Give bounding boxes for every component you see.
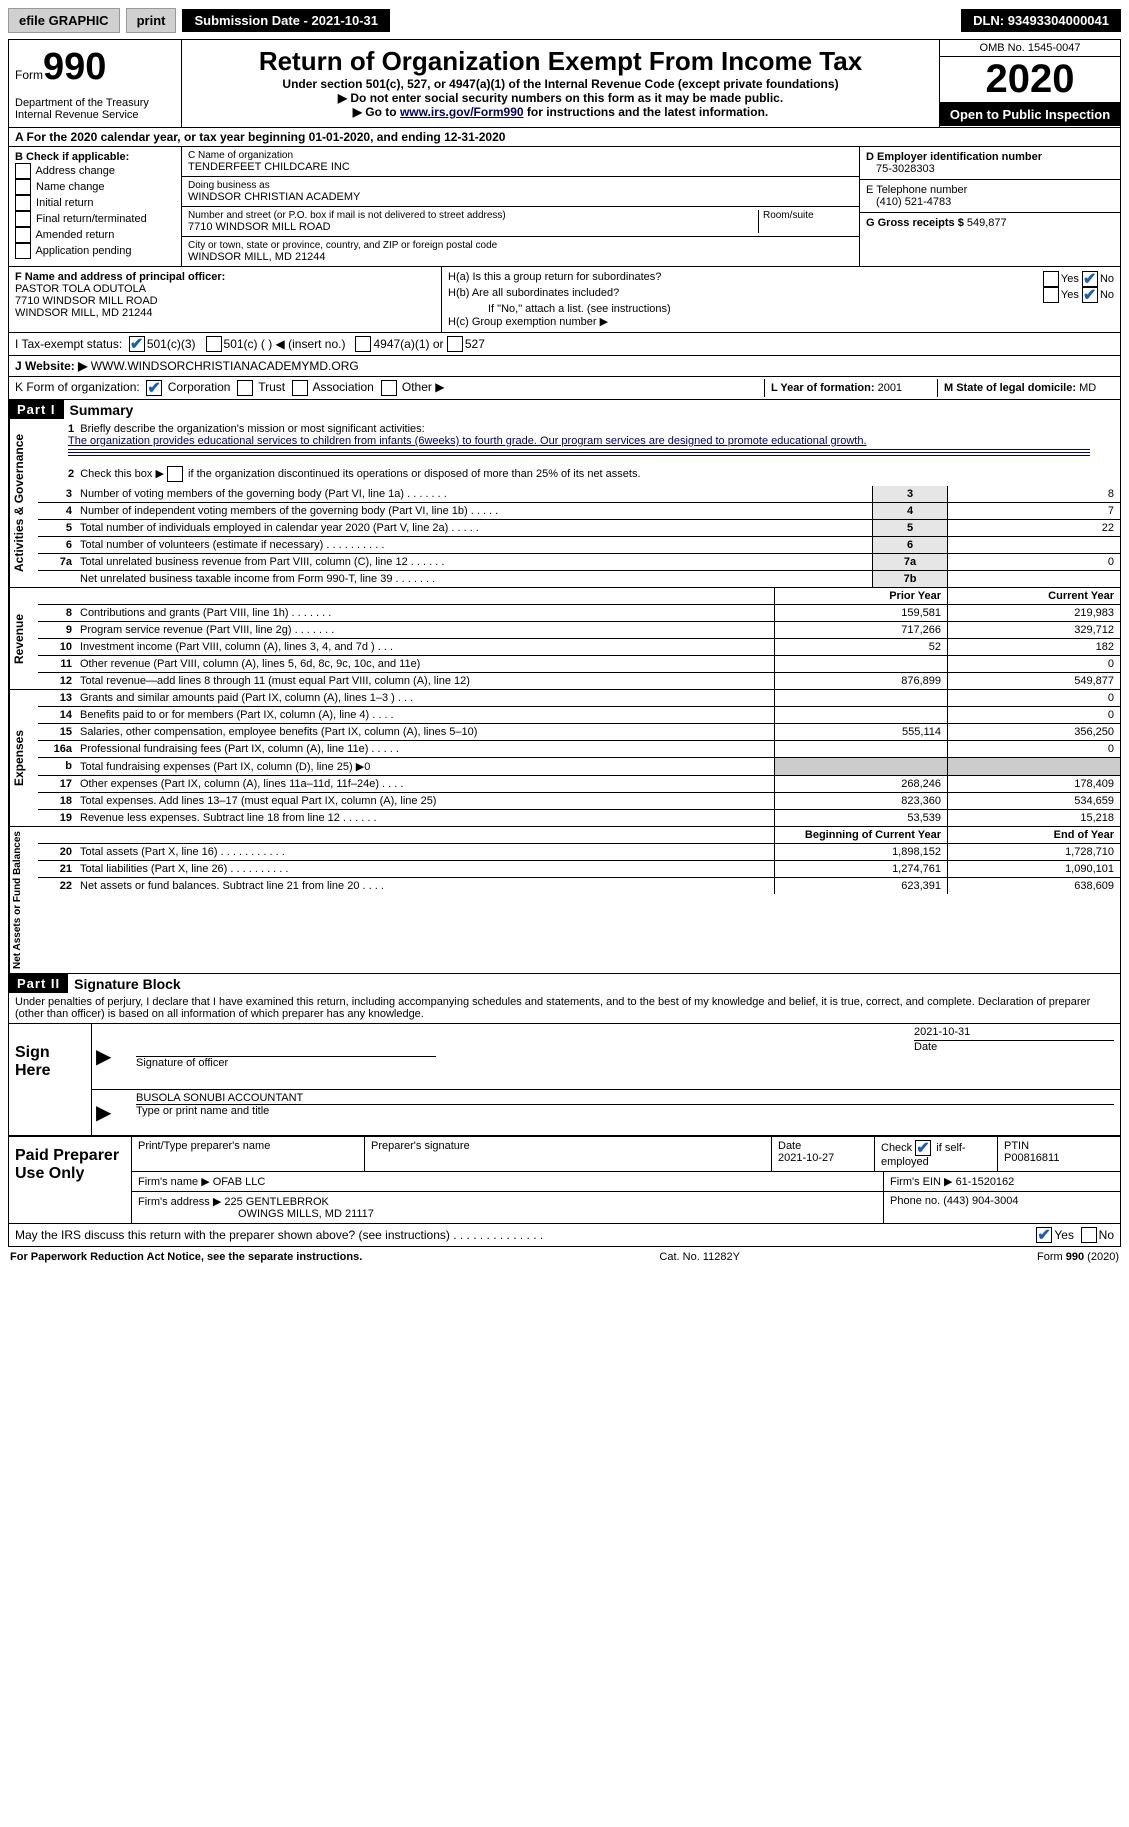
paid-preparer-label: Paid Preparer Use Only (9, 1137, 132, 1223)
checkbox-item[interactable]: Initial return (15, 195, 175, 211)
table-row: 11Other revenue (Part VIII, column (A), … (38, 656, 1120, 673)
signature-declaration: Under penalties of perjury, I declare th… (8, 993, 1121, 1024)
box-right: D Employer identification number75-30283… (859, 147, 1120, 266)
dln: DLN: 93493304000041 (961, 9, 1121, 32)
officer-box: F Name and address of principal officer:… (9, 267, 442, 332)
table-row: 3Number of voting members of the governi… (38, 486, 1120, 503)
discuss-line: May the IRS discuss this return with the… (8, 1224, 1121, 1247)
table-row: 17Other expenses (Part IX, column (A), l… (38, 776, 1120, 793)
side-governance: Activities & Governance (9, 419, 38, 587)
table-row: 13Grants and similar amounts paid (Part … (38, 690, 1120, 707)
table-row: 21Total liabilities (Part X, line 26) . … (38, 861, 1120, 878)
table-row: 14Benefits paid to or for members (Part … (38, 707, 1120, 724)
line-i: I Tax-exempt status: 501(c)(3) 501(c) ( … (8, 333, 1121, 356)
checkbox-item[interactable]: Address change (15, 163, 175, 179)
foot-right: Form 990 (2020) (1037, 1251, 1119, 1263)
print-button[interactable]: print (126, 8, 177, 33)
box-c: C Name of organizationTENDERFEET CHILDCA… (182, 147, 859, 266)
tax-year: 2020 (940, 57, 1120, 103)
line-a: A For the 2020 calendar year, or tax yea… (8, 128, 1121, 147)
table-row: 22Net assets or fund balances. Subtract … (38, 878, 1120, 894)
checkbox-item[interactable]: Final return/terminated (15, 211, 175, 227)
part1-tag: Part I (9, 400, 64, 419)
table-row: 12Total revenue—add lines 8 through 11 (… (38, 673, 1120, 689)
checkbox-item[interactable]: Name change (15, 179, 175, 195)
instructions-link[interactable]: www.irs.gov/Form990 (400, 105, 524, 119)
side-net: Net Assets or Fund Balances (9, 827, 38, 973)
table-row: Net unrelated business taxable income fr… (38, 571, 1120, 587)
table-row: 18Total expenses. Add lines 13–17 (must … (38, 793, 1120, 810)
form-header: Form990 Department of the Treasury Inter… (8, 39, 1121, 128)
foot-left: For Paperwork Reduction Act Notice, see … (10, 1251, 362, 1263)
checkbox-item[interactable]: Application pending (15, 243, 175, 259)
table-row: 5Total number of individuals employed in… (38, 520, 1120, 537)
table-row: 16aProfessional fundraising fees (Part I… (38, 741, 1120, 758)
part2-title: Signature Block (68, 976, 181, 992)
public-inspection: Open to Public Inspection (940, 103, 1120, 126)
form-number: 990 (43, 46, 106, 88)
box-b: B Check if applicable: Address change Na… (9, 147, 182, 266)
part2-tag: Part II (9, 974, 68, 993)
table-row: 19Revenue less expenses. Subtract line 1… (38, 810, 1120, 826)
table-row: 6Total number of volunteers (estimate if… (38, 537, 1120, 554)
line-2: 2 Check this box ▶ if the organization d… (38, 462, 1120, 486)
submission-date: Submission Date - 2021-10-31 (182, 9, 390, 32)
foot-mid: Cat. No. 11282Y (659, 1251, 740, 1263)
part1-title: Summary (64, 402, 134, 418)
table-row: 20Total assets (Part X, line 16) . . . .… (38, 844, 1120, 861)
side-revenue: Revenue (9, 588, 38, 689)
line-1: 1 Briefly describe the organization's mi… (38, 419, 1120, 462)
checkbox-item[interactable]: Amended return (15, 227, 175, 243)
table-row: 4Number of independent voting members of… (38, 503, 1120, 520)
h-box: H(a) Is this a group return for subordin… (442, 267, 1120, 332)
line-k-lm: K Form of organization: Corporation Trus… (8, 377, 1121, 400)
table-row: bTotal fundraising expenses (Part IX, co… (38, 758, 1120, 776)
side-expenses: Expenses (9, 690, 38, 826)
form-title: Return of Organization Exempt From Incom… (192, 46, 929, 77)
line-j: J Website: ▶ WWW.WINDSORCHRISTIANACADEMY… (8, 356, 1121, 377)
table-row: 15Salaries, other compensation, employee… (38, 724, 1120, 741)
table-row: 8Contributions and grants (Part VIII, li… (38, 605, 1120, 622)
table-row: 10Investment income (Part VIII, column (… (38, 639, 1120, 656)
top-bar: efile GRAPHIC print Submission Date - 20… (8, 8, 1121, 33)
efile-label: efile GRAPHIC (8, 8, 120, 33)
dept-label: Department of the Treasury Internal Reve… (15, 97, 175, 121)
sign-here-label: Sign Here (9, 1024, 92, 1135)
table-row: 9Program service revenue (Part VIII, lin… (38, 622, 1120, 639)
table-row: 7aTotal unrelated business revenue from … (38, 554, 1120, 571)
